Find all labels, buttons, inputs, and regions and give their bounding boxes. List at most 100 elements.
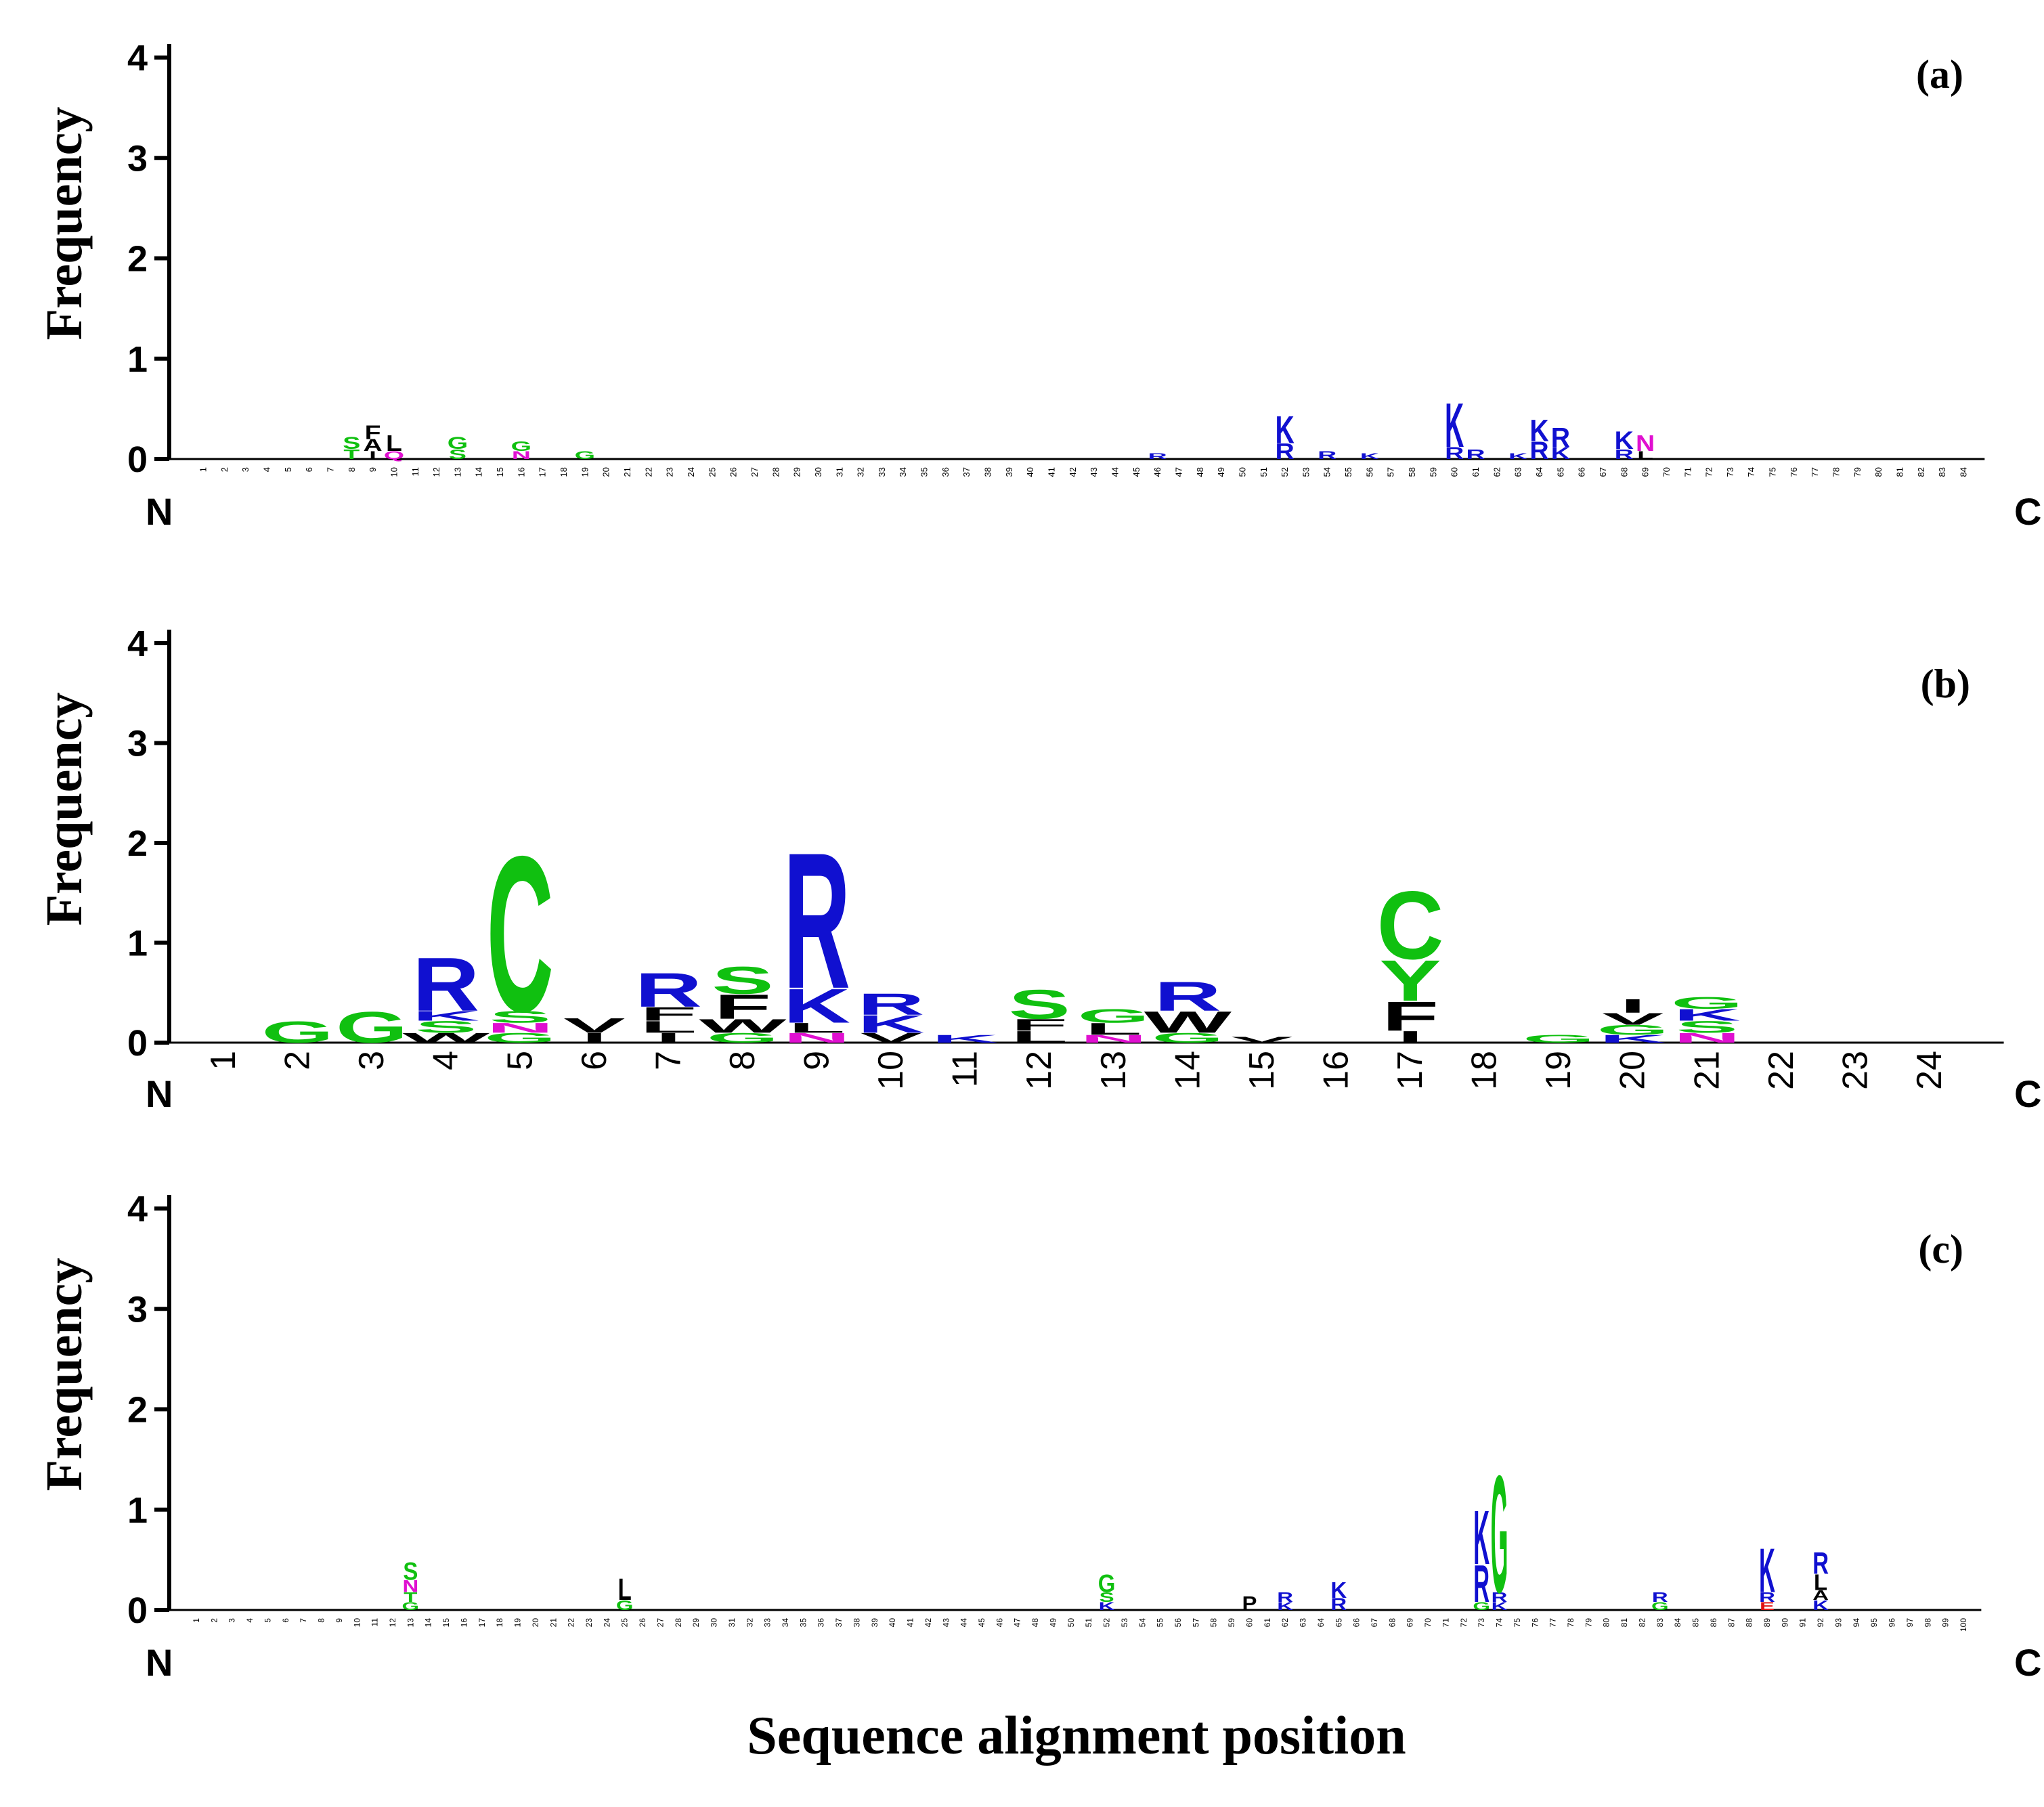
x-tick-label: 49 (1048, 1618, 1058, 1628)
x-tick-label: 73 (1477, 1618, 1486, 1628)
logo-letter: R (1759, 1589, 1775, 1605)
x-tick-label: 7 (299, 1618, 308, 1623)
logo-letter: F (640, 1003, 697, 1024)
x-tick-label: 25 (707, 467, 717, 477)
x-tick-label: 68 (1619, 467, 1629, 477)
logo-stack: G (261, 1015, 334, 1049)
n-terminus-label: N (146, 490, 173, 533)
x-tick-label: 50 (1237, 467, 1247, 477)
x-tick-label: 61 (1263, 1618, 1272, 1628)
x-tick-label: 85 (1691, 1618, 1701, 1628)
x-tick-label: 27 (655, 1618, 665, 1628)
x-tick-label: 43 (941, 1618, 951, 1628)
x-tick-label: 32 (745, 1618, 754, 1628)
x-tick-label: 65 (1334, 1618, 1343, 1628)
x-tick-label: 63 (1299, 1618, 1308, 1628)
x-tick-label: 17 (1391, 1051, 1430, 1090)
logo-stack: GL (616, 1573, 634, 1613)
x-tick-label: 4 (427, 1051, 466, 1070)
logo-letter: F (365, 422, 381, 443)
logo-stack: K (1360, 452, 1379, 461)
y-tick-label: 4 (127, 38, 148, 79)
logo-stack: IAF (363, 422, 382, 462)
logo-letter: G (1078, 1005, 1150, 1026)
x-tick-label: 10 (389, 467, 399, 477)
x-tick-label: 42 (1068, 467, 1078, 477)
logo-letter: K (1812, 1597, 1829, 1613)
x-tick-label: 6 (575, 1051, 614, 1070)
x-tick-label: 11 (946, 1051, 985, 1087)
logo-letter: G (1596, 1022, 1669, 1038)
logo-stack: NLG (1078, 1005, 1150, 1045)
x-tick-label: 30 (710, 1618, 719, 1628)
y-tick-label: 2 (127, 239, 148, 280)
logo-letter: L (1814, 1569, 1827, 1594)
x-tick-label: 86 (1709, 1618, 1718, 1628)
x-tick-label: 47 (1173, 467, 1183, 477)
logo-letter: V (563, 1014, 625, 1037)
x-axis-label: Sequence alignment position (747, 1706, 1406, 1766)
x-tick-label: 77 (1810, 467, 1820, 477)
logo-letter: R (1318, 450, 1337, 462)
logo-stack: LN (1636, 431, 1655, 462)
logo-letter: K (1551, 443, 1571, 462)
logo-letter: K (1360, 452, 1379, 461)
x-tick-label: 33 (877, 467, 887, 477)
logo-letter: S (415, 1018, 477, 1036)
x-tick-label: 1 (192, 1618, 201, 1623)
logo-letter: S (1009, 982, 1070, 1028)
logo-letter: S (343, 434, 360, 453)
logo-letter: A (1812, 1587, 1829, 1603)
x-tick-label: 54 (1322, 467, 1332, 477)
x-tick-label: 72 (1704, 467, 1714, 477)
logo-letter: N (512, 450, 531, 462)
logo-stack: QL (384, 431, 404, 462)
x-tick-label: 81 (1895, 467, 1905, 477)
logo-letter: R (412, 941, 479, 1027)
logo-letter: K (412, 1008, 479, 1024)
x-tick-label: 29 (792, 467, 802, 477)
logo-stack: RK (1445, 391, 1464, 462)
logo-letter: C (487, 811, 554, 1058)
x-tick-label: 93 (1833, 1618, 1843, 1628)
x-tick-label: 28 (770, 467, 781, 477)
y-tick-label: 4 (127, 624, 148, 664)
logo-letter: Q (384, 450, 404, 462)
x-tick-label: 35 (919, 467, 930, 477)
logo-letter: K (1759, 1535, 1775, 1605)
logo-letter: K (1330, 1577, 1347, 1603)
x-tick-label: 55 (1156, 1618, 1165, 1628)
logo-letter: I (655, 1030, 681, 1045)
x-tick-label: 16 (459, 1618, 469, 1628)
x-tick-label: 76 (1789, 467, 1799, 477)
logo-stack: SG (448, 434, 468, 462)
y-tick-label: 2 (127, 823, 148, 864)
x-tick-label: 68 (1387, 1618, 1397, 1628)
logo-stack: P (1242, 1592, 1257, 1615)
x-tick-label: 24 (686, 467, 696, 477)
x-tick-label: 53 (1120, 1618, 1129, 1628)
y-axis-label: Frequency (36, 693, 93, 926)
y-tick-label: 3 (127, 1289, 148, 1330)
y-tick-label: 2 (127, 1390, 148, 1431)
logo-letter: V (1231, 1035, 1293, 1045)
x-tick-label: 16 (516, 467, 526, 477)
x-tick-label: 38 (852, 1618, 861, 1628)
x-tick-label: 77 (1548, 1618, 1558, 1628)
x-tick-label: 2 (209, 1618, 219, 1623)
x-tick-label: 8 (347, 467, 357, 472)
x-tick-label: 22 (643, 467, 653, 477)
logo-letter: N (1080, 1032, 1147, 1045)
logo-stack: K (1508, 452, 1527, 461)
x-tick-label: 26 (638, 1618, 647, 1628)
x-tick-label: 66 (1352, 1618, 1362, 1628)
x-tick-label: 31 (834, 467, 844, 477)
y-tick-label: 3 (127, 724, 148, 764)
x-tick-label: 46 (995, 1618, 1004, 1628)
